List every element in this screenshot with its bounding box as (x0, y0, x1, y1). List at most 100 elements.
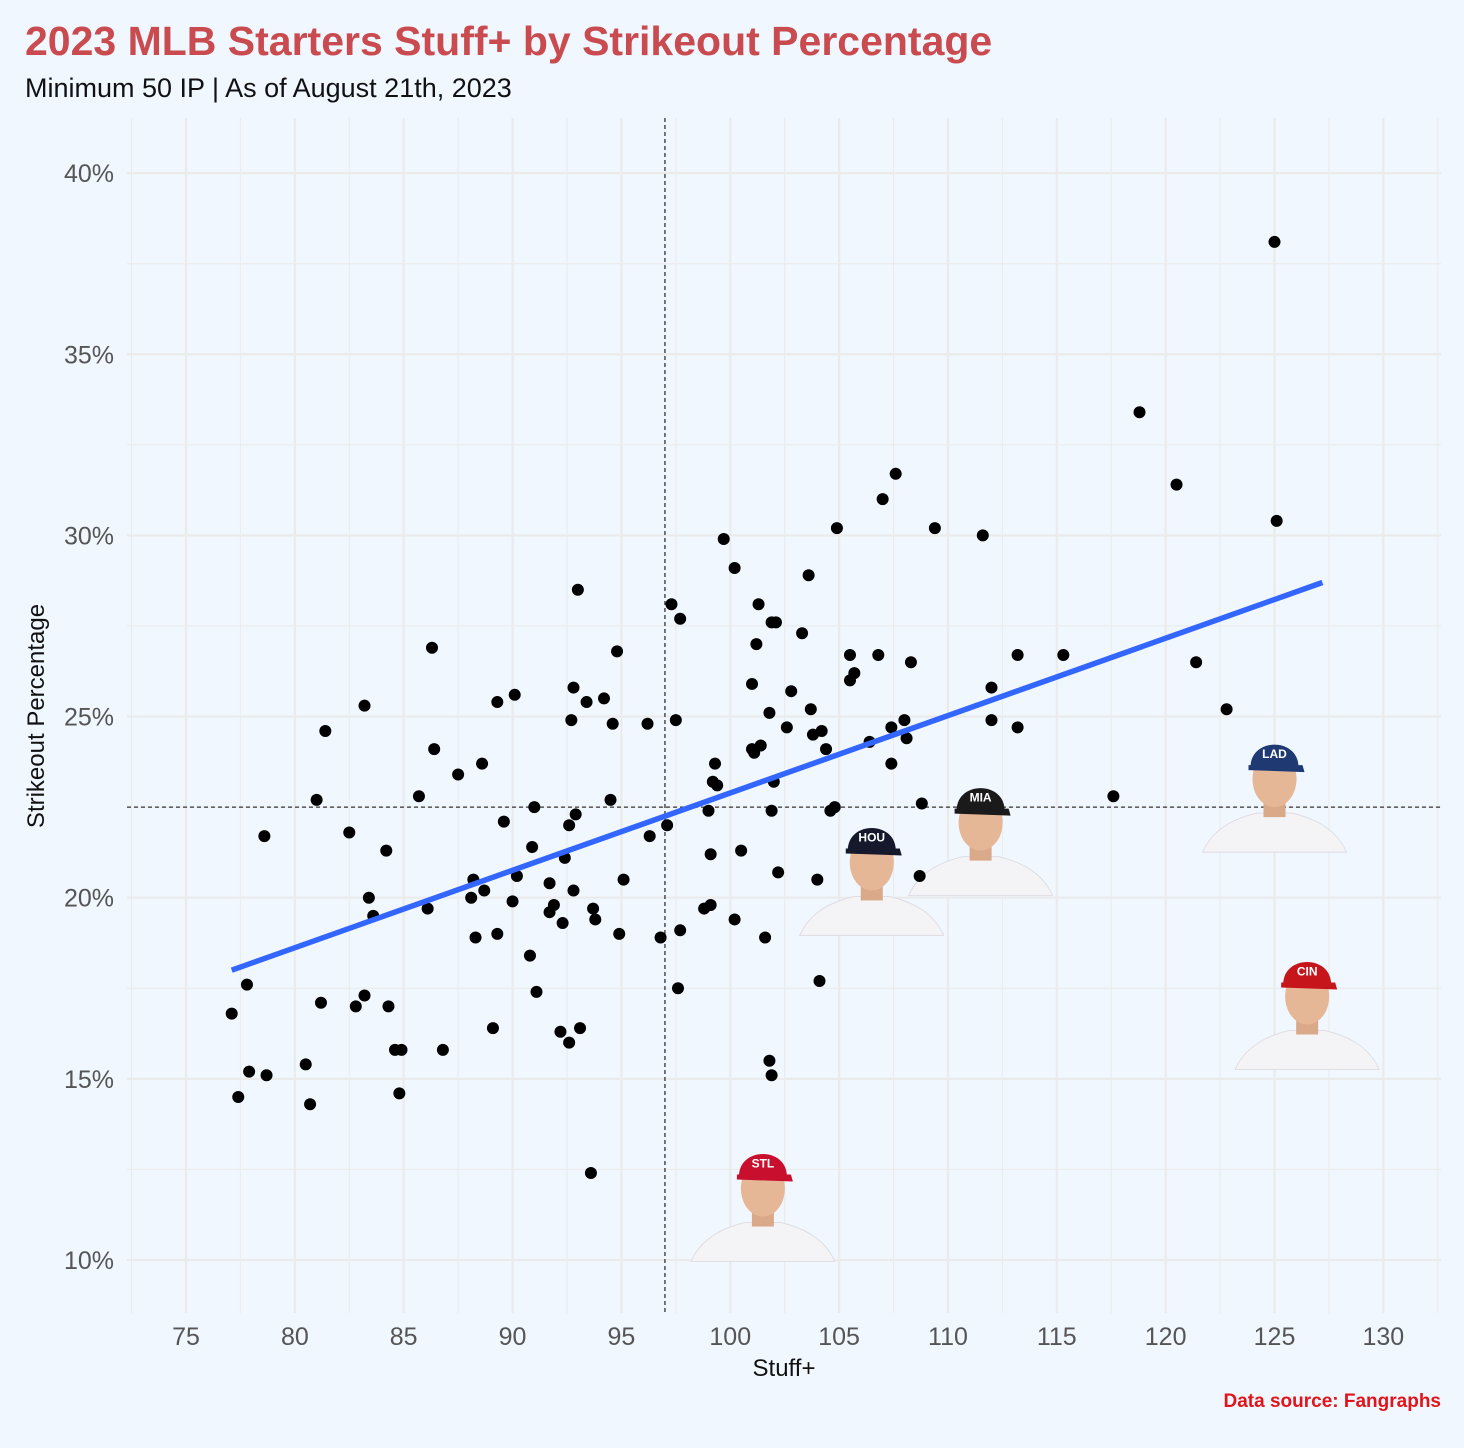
x-tick-label: 115 (1037, 1323, 1077, 1351)
data-point (613, 927, 626, 940)
data-point (654, 931, 667, 944)
dodgers-player-icon: LAD (1201, 744, 1348, 853)
data-points (225, 235, 1283, 1180)
data-point (750, 638, 763, 651)
y-tick-label: 40% (64, 160, 114, 188)
cardinals-player-icon: STL (690, 1154, 836, 1263)
cap-logo: STL (752, 1157, 775, 1171)
data-point (643, 830, 656, 843)
reds-player-icon: CIN (1234, 962, 1380, 1071)
neck-shape (1296, 1020, 1319, 1035)
data-point (769, 616, 782, 629)
data-point (556, 917, 569, 930)
data-point (358, 699, 371, 712)
data-point (428, 743, 441, 756)
data-point (528, 801, 541, 814)
data-point (872, 648, 885, 661)
data-point (985, 714, 998, 727)
data-point (260, 1069, 273, 1082)
data-point (547, 898, 560, 911)
data-point (711, 779, 724, 792)
data-point (436, 1043, 449, 1056)
data-point (843, 648, 856, 661)
jersey-shape (690, 1222, 836, 1263)
chart-title: 2023 MLB Starters Stuff+ by Strikeout Pe… (25, 18, 993, 64)
data-point (928, 522, 941, 535)
data-point (802, 569, 815, 582)
data-point (569, 808, 582, 821)
data-point (717, 533, 730, 546)
data-point (813, 975, 826, 988)
data-point (674, 612, 687, 625)
cap-crown (956, 788, 1005, 811)
data-point (530, 985, 543, 998)
astros-player-icon: HOU (798, 827, 945, 936)
data-point (393, 1087, 406, 1100)
data-point (704, 898, 717, 911)
data-point (876, 493, 889, 506)
data-point (1268, 235, 1281, 248)
data-point (606, 717, 619, 730)
data-point (765, 804, 778, 817)
data-point (358, 989, 371, 1002)
data-point (506, 895, 519, 908)
cap-logo: LAD (1262, 747, 1287, 761)
neck-shape (751, 1212, 774, 1227)
data-point (985, 681, 998, 694)
data-point (299, 1058, 312, 1071)
data-point (491, 927, 504, 940)
data-point (597, 692, 610, 705)
x-axis-ticks: 75 80 85 90 95 100 105 110 115 120 125 130 (172, 1323, 1404, 1351)
neck-shape (969, 846, 992, 861)
data-point (820, 743, 833, 756)
data-point (1170, 478, 1183, 491)
data-point (584, 1167, 597, 1180)
data-point (304, 1098, 317, 1111)
data-point (1190, 656, 1203, 669)
trend-line (230, 579, 1324, 973)
cap-logo: HOU (858, 830, 885, 844)
data-point (476, 757, 489, 770)
cap-brim (954, 808, 1011, 816)
data-point (709, 757, 722, 770)
neck-shape (860, 886, 883, 901)
y-axis-title: Strikeout Percentage (23, 604, 50, 828)
data-point (913, 869, 926, 882)
grid-lines (127, 118, 1441, 1313)
data-point (811, 873, 824, 886)
data-point (1270, 514, 1283, 527)
x-tick-label: 80 (281, 1323, 309, 1351)
reference-lines (127, 118, 1441, 1313)
data-point (565, 714, 578, 727)
data-point (587, 902, 600, 915)
x-tick-label: 120 (1145, 1323, 1187, 1351)
data-point (567, 681, 580, 694)
data-point (362, 891, 375, 904)
data-point (1133, 406, 1146, 419)
data-point (412, 790, 425, 803)
x-tick-label: 75 (172, 1323, 200, 1351)
y-tick-label: 10% (64, 1247, 114, 1275)
data-point (232, 1090, 245, 1103)
data-point (319, 725, 332, 738)
data-point (885, 757, 898, 770)
data-point (510, 869, 523, 882)
data-point (763, 1054, 776, 1067)
neck-shape (1263, 803, 1286, 818)
data-point (900, 732, 913, 745)
data-point (1220, 703, 1233, 716)
data-point (728, 913, 741, 926)
data-point (563, 819, 576, 832)
data-point (526, 840, 539, 853)
jersey-shape (1234, 1030, 1380, 1071)
cap-logo: CIN (1297, 965, 1318, 979)
data-point (1011, 721, 1024, 734)
data-point (395, 1043, 408, 1056)
data-point (828, 801, 841, 814)
data-point (759, 931, 772, 944)
y-tick-label: 30% (64, 522, 114, 550)
cap-logo: MIA (970, 791, 992, 805)
y-tick-label: 20% (64, 885, 114, 913)
data-point (735, 844, 748, 857)
